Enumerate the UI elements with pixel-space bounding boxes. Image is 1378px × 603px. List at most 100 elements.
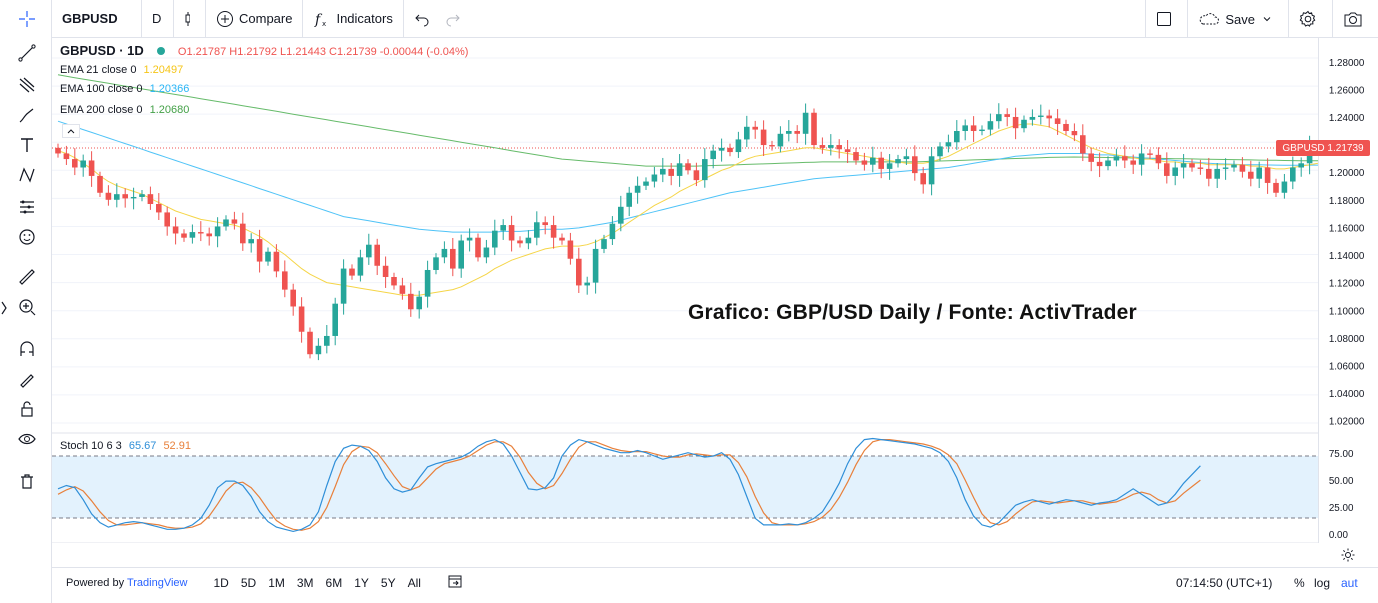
- candle-body: [777, 133, 784, 147]
- range-5y[interactable]: 5Y: [380, 575, 396, 590]
- settings-button[interactable]: [1288, 0, 1332, 38]
- candle-body: [500, 225, 506, 231]
- clock[interactable]: 07:14:50 (UTC+1): [1176, 575, 1273, 590]
- candle-body: [651, 174, 658, 182]
- stoch-k-line: [57, 437, 1201, 533]
- log-toggle[interactable]: log: [1314, 575, 1331, 590]
- candle-body: [760, 129, 767, 146]
- crosshair-icon[interactable]: [16, 8, 38, 30]
- layout-button[interactable]: [1145, 0, 1187, 38]
- range-1m[interactable]: 1M: [268, 575, 285, 590]
- candle-body: [601, 239, 607, 249]
- emoji-icon[interactable]: [16, 226, 38, 248]
- main-legend[interactable]: GBPUSD · 1D O1.21787 H1.21792 L1.21443 C…: [60, 43, 468, 58]
- range-6m[interactable]: 6M: [325, 575, 343, 590]
- candle-body: [1256, 167, 1262, 179]
- zoom-in-icon[interactable]: [16, 296, 38, 318]
- camera-icon: [1344, 12, 1362, 27]
- collapse-legend-button[interactable]: [62, 124, 80, 138]
- candle-body: [1113, 156, 1120, 161]
- auto-toggle[interactable]: aut: [1341, 575, 1358, 590]
- candle-body: [1038, 115, 1044, 117]
- candle-body: [534, 222, 540, 238]
- stoch-legend[interactable]: Stoch 10 6 3 65.67 52.91: [60, 440, 191, 452]
- candle-body: [357, 257, 364, 276]
- candle-body: [811, 112, 817, 146]
- legend-title: GBPUSD · 1D: [60, 43, 144, 58]
- price-tick: 1.26000: [1329, 85, 1365, 96]
- percent-toggle[interactable]: %: [1294, 575, 1305, 590]
- undo-button[interactable]: [404, 0, 445, 38]
- range-3m[interactable]: 3M: [296, 575, 314, 590]
- chart-type-button[interactable]: [174, 0, 206, 38]
- trend-line-icon[interactable]: [16, 42, 38, 64]
- candle-body: [1273, 182, 1279, 193]
- tradingview-link[interactable]: TradingView: [126, 576, 188, 589]
- candle-body: [424, 269, 431, 297]
- save-label: Save: [1225, 11, 1255, 27]
- trash-icon[interactable]: [16, 470, 38, 492]
- save-button[interactable]: Save: [1187, 0, 1288, 38]
- candle-body: [1231, 164, 1237, 168]
- screenshot-button[interactable]: [1332, 0, 1378, 38]
- redo-button[interactable]: [445, 0, 476, 38]
- ema200-legend[interactable]: EMA 200 close 0 1.20680: [60, 104, 189, 116]
- candle-body: [802, 112, 809, 134]
- candle-body: [307, 331, 313, 355]
- candle-body: [643, 181, 649, 186]
- prediction-icon[interactable]: [16, 196, 38, 218]
- candle-body: [492, 230, 498, 248]
- pattern-icon[interactable]: [16, 164, 38, 186]
- last-price-badge: GBPUSD 1.21739: [1276, 140, 1370, 156]
- ema200-label: EMA 200 close 0: [60, 104, 143, 116]
- magnet-icon[interactable]: [16, 338, 38, 360]
- candle-body: [1122, 156, 1128, 161]
- candle-body: [559, 237, 565, 241]
- fib-tool-icon[interactable]: [16, 74, 38, 96]
- candle-body: [248, 239, 254, 244]
- candle-body: [223, 219, 229, 227]
- candle-body: [710, 150, 716, 160]
- ema100-value: 1.20366: [149, 83, 190, 95]
- candle-body: [1222, 167, 1229, 169]
- interval-button[interactable]: D: [142, 0, 174, 38]
- text-tool-icon[interactable]: [16, 134, 38, 156]
- candle-body: [1012, 116, 1019, 129]
- candle-body: [828, 145, 834, 148]
- candle-body: [399, 285, 406, 294]
- axis-settings-icon[interactable]: [1340, 547, 1356, 566]
- ema21-legend[interactable]: EMA 21 close 0 1.20497: [60, 64, 183, 76]
- candle-body: [727, 147, 733, 153]
- candle-body: [1004, 114, 1010, 117]
- candle-body: [1029, 116, 1036, 120]
- compare-button[interactable]: Compare: [206, 0, 304, 38]
- lock-icon[interactable]: [16, 398, 38, 420]
- candle-body: [979, 129, 985, 131]
- ema100-legend[interactable]: EMA 100 close 0 1.20366: [60, 83, 189, 95]
- expand-toolbar-icon[interactable]: [0, 298, 8, 318]
- ruler-icon[interactable]: [16, 266, 38, 288]
- range-1d[interactable]: 1D: [213, 575, 229, 590]
- lock-drawing-icon[interactable]: [16, 368, 38, 390]
- eye-icon[interactable]: [16, 428, 38, 450]
- candle-body: [550, 225, 557, 238]
- candle-body: [324, 335, 330, 346]
- range-5d[interactable]: 5D: [240, 575, 257, 590]
- range-1y[interactable]: 1Y: [354, 575, 369, 590]
- chevron-down-icon: [1263, 17, 1271, 22]
- powered-by[interactable]: Powered by TradingView: [52, 577, 194, 589]
- chart-canvas[interactable]: 14Sep14Oct14Nov14Dec14202315Feb14Mar14: [52, 38, 1318, 543]
- symbol-search[interactable]: GBPUSD: [52, 0, 142, 38]
- brush-icon[interactable]: [16, 104, 38, 126]
- go-to-date-button[interactable]: [447, 573, 463, 592]
- candle-body: [928, 156, 935, 185]
- candle-body: [567, 240, 574, 259]
- range-all[interactable]: All: [407, 575, 421, 590]
- candle-body: [1197, 167, 1204, 169]
- candle-body: [55, 147, 61, 154]
- price-axis[interactable]: 1.280001.260001.240001.220001.200001.180…: [1318, 38, 1378, 543]
- stoch-tick: 25.00: [1329, 503, 1354, 514]
